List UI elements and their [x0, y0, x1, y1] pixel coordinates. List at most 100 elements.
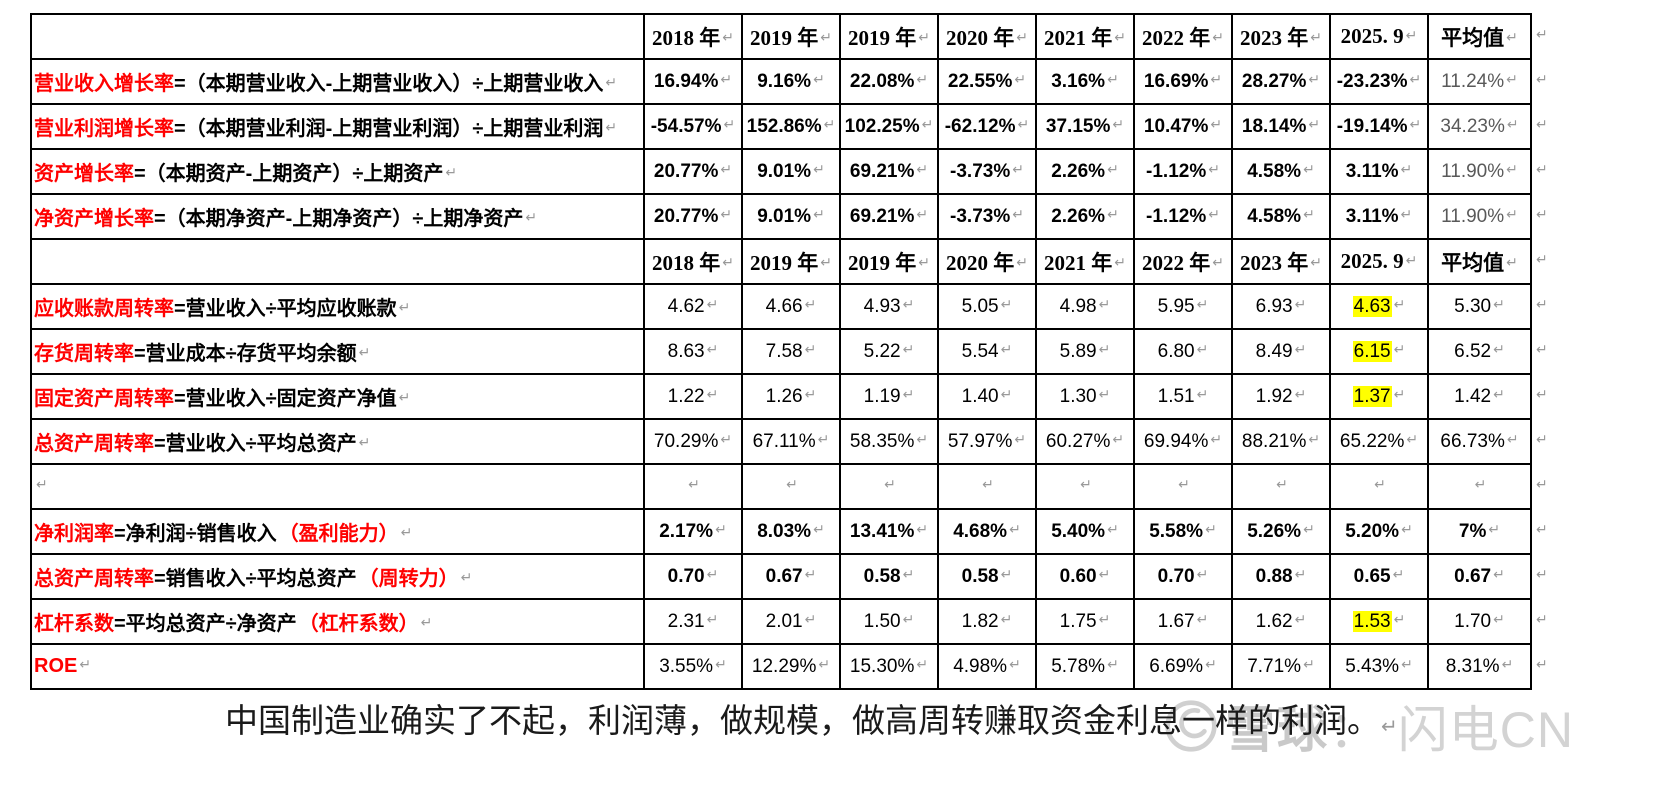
value-cell: 5.43% ↵: [1329, 643, 1429, 690]
empty-value-cell: ↵: [1035, 463, 1135, 510]
return-mark-icon: ↵: [1098, 566, 1111, 583]
return-mark-icon: ↵: [1501, 656, 1514, 673]
return-mark-icon: ↵: [1308, 116, 1321, 133]
value-cell: 1.62 ↵: [1231, 598, 1331, 645]
metric-label-cell: 净资产增长率=（本期净资产-上期净资产）÷上期净资产 ↵: [30, 193, 645, 240]
empty-value-cell: ↵: [937, 463, 1037, 510]
year-header-cell: 平均值 ↵: [1427, 13, 1532, 60]
return-mark-icon: ↵: [1303, 656, 1315, 673]
xueqiu-watermark: 雪球： ↵ 闪电CN: [1163, 690, 1574, 762]
return-mark-icon: ↵: [818, 656, 831, 673]
return-mark-icon: ↵: [398, 390, 411, 406]
year-header-label: 平均值: [1441, 25, 1505, 50]
value-cell: 0.70 ↵: [1133, 553, 1233, 600]
return-mark-icon: ↵: [1000, 566, 1013, 583]
value-cell: 0.60 ↵: [1035, 553, 1135, 600]
return-mark-icon: ↵: [820, 29, 832, 46]
cell-value: 5.54: [961, 340, 999, 362]
return-mark-icon: ↵: [1303, 521, 1315, 538]
value-cell: 9.16% ↵: [741, 58, 841, 105]
table-row: 总资产周转率=销售收入÷平均总资产 （周转力） ↵ 0.70 ↵ 0.67 ↵ 0.58 ↵ 0.…: [30, 553, 1575, 600]
return-mark-icon: ↵: [884, 476, 896, 493]
table-row: 资产增长率=（本期资产-上期资产）÷上期资产 ↵ 20.77% ↵ 9.01% ↵ 69.2…: [30, 148, 1575, 195]
return-mark-icon: ↵: [1196, 386, 1209, 403]
return-mark-icon: ↵: [1536, 521, 1548, 538]
value-cell: 6.80 ↵: [1133, 328, 1233, 375]
value-cell: -3.73% ↵: [937, 193, 1037, 240]
value-cell: 5.22 ↵: [839, 328, 939, 375]
return-mark-icon: ↵: [1488, 521, 1501, 538]
table-row: 营业收入增长率=（本期营业收入-上期营业收入）÷上期营业收入 ↵ 16.94% ↵ 9.…: [30, 58, 1575, 105]
value-cell: 4.98 ↵: [1035, 283, 1135, 330]
row-end-mark-cell: ↵: [1531, 329, 1575, 374]
value-cell: 1.37 ↵: [1329, 373, 1429, 420]
value-cell: 0.88 ↵: [1231, 553, 1331, 600]
metric-formula: =销售收入÷平均总资产: [154, 568, 357, 590]
return-mark-icon: ↵: [1014, 431, 1027, 448]
return-mark-icon: ↵: [1409, 71, 1422, 88]
value-cell: 20.77% ↵: [643, 148, 743, 195]
year-header-cell: 2019 年 ↵: [741, 238, 841, 285]
return-mark-icon: ↵: [813, 71, 825, 88]
metric-label-cell: 杠杆系数=平均总资产÷净资产 （杠杆系数） ↵: [30, 598, 645, 645]
metric-label-cell: 营业利润增长率=（本期营业利润-上期营业利润）÷上期营业利润 ↵: [30, 103, 645, 150]
row-end-mark-cell: ↵: [1531, 14, 1575, 59]
value-cell: 102.25% ↵: [839, 103, 939, 150]
cell-value: 5.89: [1059, 340, 1097, 362]
return-mark-icon: ↵: [804, 296, 817, 313]
cell-value: 4.62: [667, 295, 705, 317]
return-mark-icon: ↵: [1536, 116, 1548, 133]
return-mark-icon: ↵: [902, 611, 915, 628]
return-mark-icon: ↵: [1210, 116, 1223, 133]
year-header-cell: 平均值 ↵: [1427, 238, 1532, 285]
return-mark-icon: ↵: [1196, 341, 1209, 358]
return-mark-icon: ↵: [1012, 206, 1024, 223]
value-cell: 3.11% ↵: [1329, 193, 1429, 240]
metric-label-cell: 营业收入增长率=（本期营业收入-上期营业收入）÷上期营业收入 ↵: [30, 58, 645, 105]
value-cell: 5.89 ↵: [1035, 328, 1135, 375]
return-mark-icon: ↵: [1493, 341, 1505, 358]
value-cell: -19.14% ↵: [1329, 103, 1429, 150]
return-mark-icon: ↵: [1536, 296, 1548, 313]
row-end-mark-cell: ↵: [1531, 644, 1575, 689]
return-mark-icon: ↵: [1196, 296, 1209, 313]
year-header-label: 2020 年: [946, 250, 1015, 275]
metric-name: ROE: [34, 655, 78, 677]
cell-value: 4.98: [1059, 295, 1097, 317]
cell-value: 1.22: [667, 385, 705, 407]
return-mark-icon: ↵: [1401, 521, 1413, 538]
year-header-label: 2023 年: [1240, 25, 1309, 50]
return-mark-icon: ↵: [1294, 386, 1307, 403]
return-mark-icon: ↵: [1114, 29, 1126, 46]
return-mark-icon: ↵: [460, 570, 473, 586]
return-mark-icon: ↵: [1474, 476, 1487, 493]
value-cell: 69.21% ↵: [839, 148, 939, 195]
return-mark-icon: ↵: [1016, 254, 1028, 271]
cell-value: 5.30: [1454, 295, 1492, 317]
value-cell: 10.47% ↵: [1133, 103, 1233, 150]
year-header-cell: 2023 年 ↵: [1231, 13, 1331, 60]
year-header-cell: 2021 年 ↵: [1035, 238, 1135, 285]
value-cell: 58.35% ↵: [839, 418, 939, 465]
value-cell: 1.30 ↵: [1035, 373, 1135, 420]
value-cell: -23.23% ↵: [1329, 58, 1429, 105]
return-mark-icon: ↵: [916, 71, 929, 88]
value-cell: 1.67 ↵: [1133, 598, 1233, 645]
year-header-label: 2022 年: [1142, 250, 1211, 275]
year-header-label: 平均值: [1441, 250, 1505, 275]
value-cell: 88.21% ↵: [1231, 418, 1331, 465]
return-mark-icon: ↵: [918, 254, 930, 271]
value-cell: 5.58% ↵: [1133, 508, 1233, 555]
cell-value: -19.14%: [1336, 115, 1408, 137]
value-cell: 5.40% ↵: [1035, 508, 1135, 555]
return-mark-icon: ↵: [1506, 161, 1518, 178]
value-cell: 7% ↵: [1427, 508, 1532, 555]
cell-value: 4.68%: [953, 520, 1008, 542]
value-cell: 1.51 ↵: [1133, 373, 1233, 420]
cell-value: 1.50: [863, 610, 901, 632]
table-row: ↵ ↵ ↵ ↵ ↵ ↵ ↵ ↵ ↵ ↵ ↵: [30, 463, 1575, 510]
cell-value: 0.65: [1353, 565, 1391, 587]
return-mark-icon: ↵: [1112, 116, 1125, 133]
value-cell: 1.42 ↵: [1427, 373, 1532, 420]
metric-label-cell: 资产增长率=（本期资产-上期资产）÷上期资产 ↵: [30, 148, 645, 195]
